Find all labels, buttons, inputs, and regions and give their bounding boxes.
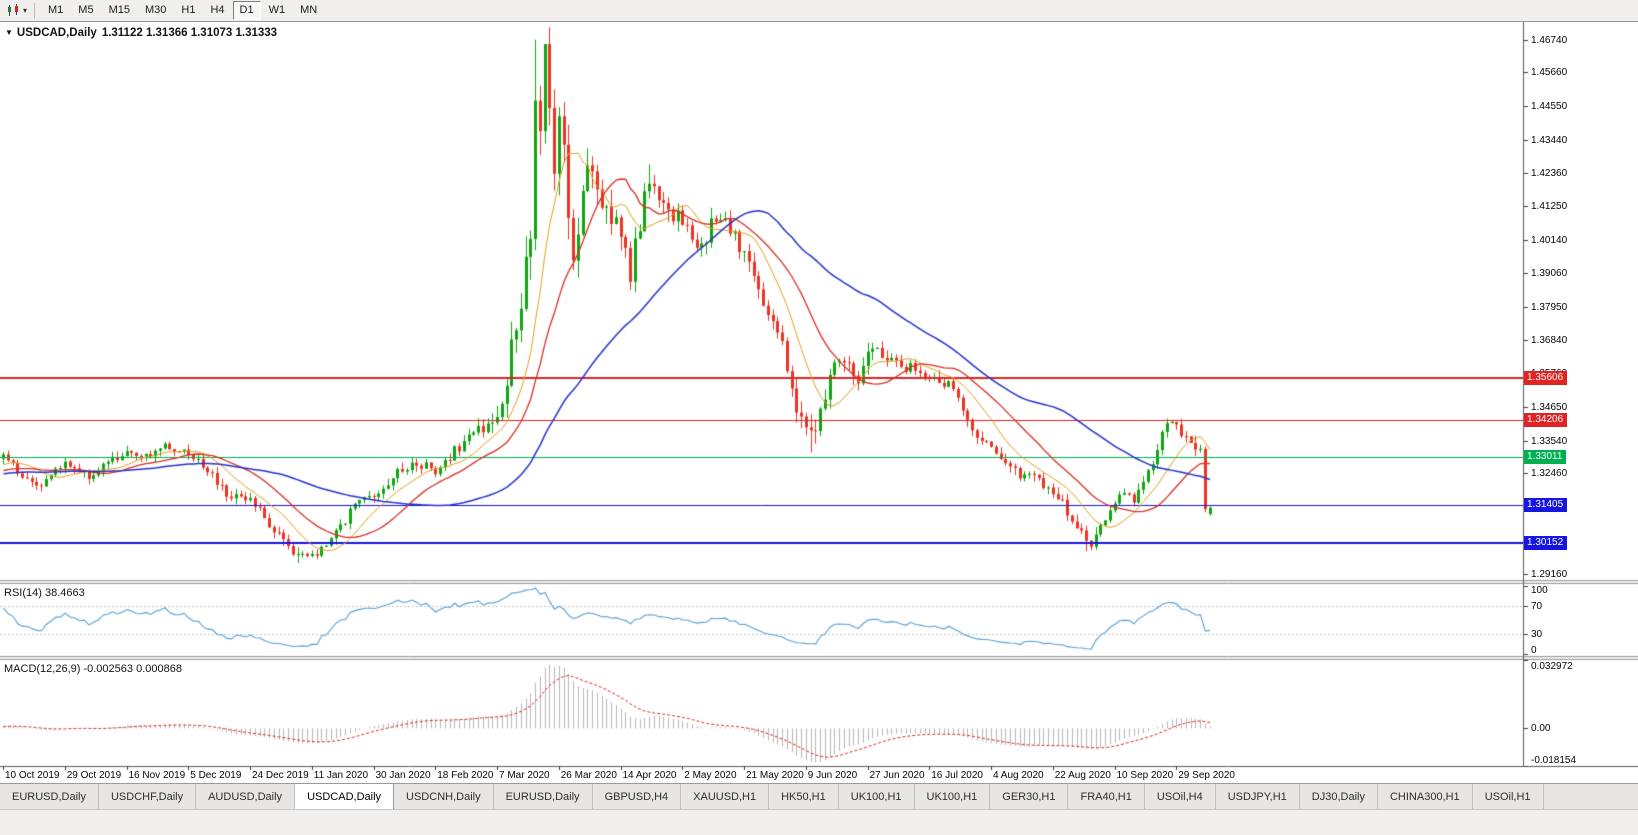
rsi-axis-label: 0	[1531, 645, 1537, 656]
price-tick-label: 1.29160	[1531, 568, 1568, 580]
macd-axis-label: -0.018154	[1531, 755, 1577, 766]
price-tick-label: 1.34650	[1531, 401, 1568, 413]
date-label: 22 Aug 2020	[1054, 770, 1111, 781]
price-tick-label: 1.40140	[1531, 235, 1568, 247]
date-label: 11 Jan 2020	[313, 770, 369, 781]
chart-tab-uk100-h1[interactable]: UK100,H1	[914, 784, 991, 809]
date-label: 18 Feb 2020	[437, 770, 494, 781]
chart-tab-hk50-h1[interactable]: HK50,H1	[769, 784, 839, 809]
date-label: 29 Sep 2020	[1178, 770, 1235, 781]
price-tag-1.31405: 1.31405	[1524, 498, 1568, 513]
timeframe-button-m5[interactable]: M5	[78, 4, 94, 16]
date-label: 21 May 2020	[746, 770, 804, 781]
chart-marker-icon: ▼	[5, 28, 13, 37]
rsi-axis-label: 100	[1531, 585, 1548, 596]
date-label: 4 Aug 2020	[993, 770, 1044, 781]
price-tick-label: 1.36840	[1531, 335, 1568, 347]
date-label: 24 Dec 2019	[252, 770, 309, 781]
price-tick-label: 1.42360	[1531, 167, 1568, 179]
macd-axis-label: 0.032972	[1531, 661, 1573, 672]
timeframe-button-m15[interactable]: M15	[108, 4, 130, 16]
price-tag-1.30152: 1.30152	[1524, 536, 1568, 551]
price-tag-1.35606: 1.35606	[1524, 370, 1568, 385]
rsi-axis-label: 70	[1531, 601, 1543, 613]
timeframe-buttons: M1 M5 M15 M30 H1 H4 D1 W1 MN	[41, 1, 324, 20]
chart-tab-dj30-daily[interactable]: DJ30,Daily	[1299, 784, 1378, 809]
date-label: 10 Sep 2020	[1116, 770, 1174, 781]
timeframe-button-d1[interactable]: D1	[232, 1, 261, 20]
chart-title: ▼ USDCAD,Daily 1.31122 1.31366 1.31073 1.3…	[5, 27, 277, 39]
chart-tab-fra40-h1[interactable]: FRA40,H1	[1068, 784, 1145, 809]
date-label: 9 Jun 2020	[807, 770, 858, 781]
date-label: 2 May 2020	[684, 770, 737, 781]
timeframe-button-h1[interactable]: H1	[181, 4, 196, 16]
chart-tab-bar: EURUSD,Daily USDCHF,Daily AUDUSD,Daily USDC…	[0, 783, 1638, 809]
date-label: 10 Oct 2019	[5, 770, 60, 781]
date-label: 30 Jan 2020	[375, 770, 431, 781]
macd-indicator-label: MACD(12,26,9) -0.002563 0.000868	[4, 663, 182, 675]
chart-tab-china300-h1[interactable]: CHINA300,H1	[1377, 784, 1473, 809]
toolbar-separator	[34, 2, 36, 19]
date-label: 27 Jun 2020	[869, 770, 925, 781]
chart-tab-eurusd-daily[interactable]: EURUSD,Daily	[493, 784, 593, 809]
date-label: 7 Mar 2020	[499, 770, 550, 781]
chart-type-button[interactable]: ▾	[3, 2, 30, 19]
date-label: 14 Apr 2020	[622, 770, 677, 781]
chart-tab-uk100-h1[interactable]: UK100,H1	[838, 784, 915, 809]
chart-tab-usdchf-daily[interactable]: USDCHF,Daily	[98, 784, 197, 809]
price-tick-label: 1.32460	[1531, 468, 1568, 480]
date-label: 16 Nov 2019	[128, 770, 186, 781]
chart-tab-usoil-h4[interactable]: USOil,H4	[1144, 784, 1216, 809]
price-tick-label: 1.43440	[1531, 134, 1568, 146]
date-label: 16 Jul 2020	[931, 770, 983, 781]
price-tick-label: 1.44550	[1531, 101, 1568, 113]
date-label: 5 Dec 2019	[190, 770, 242, 781]
price-tick-label: 1.46740	[1531, 34, 1568, 46]
timeframe-button-m30[interactable]: M30	[144, 4, 167, 16]
rsi-indicator-label: RSI(14) 38.4663	[4, 587, 85, 599]
timeframe-button-h4[interactable]: H4	[210, 4, 225, 16]
chart-tab-usdjpy-h1[interactable]: USDJPY,H1	[1215, 784, 1300, 809]
price-tick-label: 1.39060	[1531, 267, 1568, 279]
chart-tab-usoil-h1[interactable]: USOil,H1	[1472, 784, 1544, 809]
date-label: 29 Oct 2019	[66, 770, 122, 781]
price-tick-label: 1.33540	[1531, 435, 1568, 447]
macd-axis-label: 0.00	[1531, 723, 1551, 735]
chevron-down-icon: ▾	[23, 5, 28, 15]
timeframe-button-mn[interactable]: MN	[300, 4, 318, 16]
date-label: 26 Mar 2020	[560, 770, 617, 781]
chart-tab-usdcad-daily[interactable]: USDCAD,Daily	[295, 784, 395, 809]
chart-tab-usdcnh-daily[interactable]: USDCNH,Daily	[394, 784, 494, 809]
candlestick-chart-icon	[8, 4, 18, 16]
chart-tab-gbpusd-h4[interactable]: GBPUSD,H4	[592, 784, 682, 809]
price-tag-1.33011: 1.33011	[1524, 449, 1567, 464]
status-bar	[0, 809, 1638, 835]
timeframe-button-m1[interactable]: M1	[48, 4, 64, 16]
price-tick-label: 1.41250	[1531, 201, 1568, 213]
price-chart-canvas[interactable]	[0, 22, 1638, 783]
price-tick-label: 1.37950	[1531, 301, 1568, 313]
chart-ohlc-values: 1.31122 1.31366 1.31073 1.31333	[101, 27, 278, 39]
chart-tab-eurusd-daily[interactable]: EURUSD,Daily	[0, 784, 99, 809]
timeframe-toolbar: ▾ M1 M5 M15 M30 H1 H4 D1 W1 MN	[0, 0, 1638, 22]
price-tick-label: 1.45660	[1531, 67, 1568, 79]
chart-symbol-period: USDCAD,Daily	[16, 27, 97, 39]
chart-tab-audusd-daily[interactable]: AUDUSD,Daily	[196, 784, 296, 809]
chart-tab-xauusd-h1[interactable]: XAUUSD,H1	[681, 784, 770, 809]
price-tag-1.34206: 1.34206	[1524, 413, 1568, 428]
chart-tab-ger30-h1[interactable]: GER30,H1	[990, 784, 1069, 809]
rsi-axis-label: 30	[1531, 628, 1543, 640]
timeframe-button-w1[interactable]: W1	[268, 4, 286, 16]
